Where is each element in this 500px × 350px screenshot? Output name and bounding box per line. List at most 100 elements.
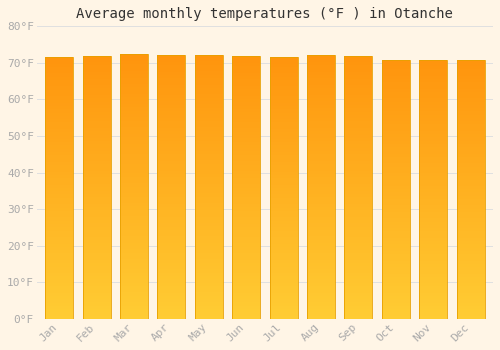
Bar [82, 250, 110, 253]
Bar [456, 273, 484, 277]
Bar [419, 205, 447, 209]
Bar [82, 233, 110, 237]
Bar [419, 212, 447, 215]
Bar [307, 75, 335, 78]
Bar [45, 208, 73, 211]
Bar [419, 283, 447, 286]
Bar [307, 174, 335, 177]
Bar [82, 148, 110, 151]
Bar [120, 101, 148, 104]
Bar [382, 238, 410, 241]
Bar [120, 312, 148, 316]
Bar [382, 273, 410, 277]
Bar [232, 237, 260, 240]
Bar [344, 187, 372, 190]
Bar [382, 105, 410, 108]
Bar [195, 114, 223, 118]
Bar [195, 174, 223, 177]
Bar [82, 260, 110, 263]
Bar [456, 193, 484, 196]
Bar [382, 95, 410, 98]
Bar [120, 111, 148, 114]
Bar [82, 56, 110, 319]
Bar [195, 150, 223, 154]
Bar [232, 69, 260, 73]
Bar [344, 217, 372, 220]
Bar [307, 181, 335, 184]
Bar [158, 246, 186, 250]
Bar [45, 57, 73, 319]
Bar [270, 260, 297, 263]
Bar [195, 203, 223, 206]
Bar [456, 300, 484, 303]
Bar [307, 85, 335, 88]
Bar [419, 167, 447, 170]
Bar [344, 125, 372, 128]
Bar [456, 115, 484, 118]
Bar [456, 186, 484, 189]
Bar [120, 55, 148, 319]
Bar [419, 316, 447, 319]
Bar [419, 244, 447, 247]
Bar [120, 55, 148, 58]
Bar [419, 60, 447, 319]
Bar [382, 309, 410, 313]
Bar [158, 68, 186, 72]
Bar [45, 217, 73, 221]
Bar [45, 237, 73, 240]
Bar [82, 69, 110, 72]
Bar [456, 66, 484, 69]
Bar [456, 251, 484, 254]
Bar [344, 289, 372, 293]
Bar [270, 237, 297, 240]
Bar [158, 144, 186, 147]
Bar [382, 98, 410, 102]
Bar [344, 302, 372, 306]
Bar [456, 270, 484, 273]
Bar [419, 163, 447, 167]
Bar [232, 86, 260, 89]
Bar [382, 124, 410, 128]
Bar [456, 154, 484, 157]
Bar [120, 220, 148, 223]
Bar [232, 260, 260, 263]
Bar [382, 283, 410, 286]
Bar [45, 221, 73, 224]
Bar [195, 312, 223, 316]
Bar [270, 312, 297, 316]
Bar [307, 286, 335, 289]
Bar [82, 145, 110, 148]
Bar [82, 240, 110, 243]
Bar [419, 280, 447, 283]
Bar [382, 92, 410, 95]
Bar [195, 157, 223, 160]
Bar [120, 316, 148, 319]
Bar [344, 62, 372, 65]
Bar [419, 180, 447, 183]
Bar [307, 273, 335, 276]
Bar [382, 163, 410, 167]
Bar [232, 105, 260, 109]
Bar [158, 312, 186, 316]
Bar [232, 243, 260, 247]
Bar [456, 231, 484, 235]
Bar [382, 228, 410, 231]
Bar [82, 79, 110, 82]
Bar [419, 128, 447, 131]
Bar [158, 250, 186, 253]
Bar [158, 147, 186, 151]
Bar [456, 102, 484, 105]
Bar [456, 202, 484, 205]
Bar [82, 98, 110, 101]
Bar [82, 85, 110, 89]
Bar [158, 131, 186, 134]
Bar [120, 210, 148, 213]
Bar [307, 167, 335, 170]
Bar [456, 225, 484, 228]
Bar [456, 105, 484, 108]
Bar [456, 209, 484, 212]
Bar [195, 213, 223, 217]
Bar [120, 104, 148, 107]
Bar [45, 289, 73, 293]
Bar [419, 300, 447, 303]
